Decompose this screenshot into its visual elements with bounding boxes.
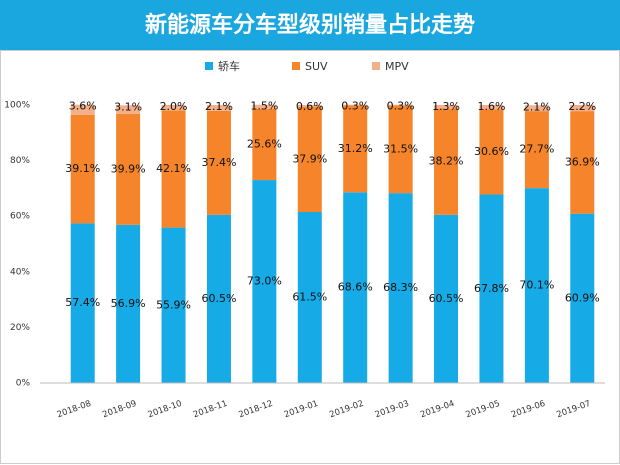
data-label: 73.0% — [247, 275, 282, 288]
bar-segment — [161, 105, 186, 111]
x-tick-label: 2018-12 — [237, 399, 274, 421]
y-tick-label: 40% — [10, 267, 30, 277]
data-label: 67.8% — [474, 282, 509, 295]
x-tick-label: 2018-09 — [101, 399, 138, 421]
data-label: 3.1% — [114, 100, 142, 113]
data-label: 39.1% — [65, 162, 100, 175]
y-tick-label: 0% — [16, 379, 31, 389]
bar-segment — [524, 188, 549, 383]
data-label: 1.5% — [250, 100, 278, 113]
bar-segment — [116, 224, 141, 383]
data-label: 37.9% — [292, 152, 327, 165]
data-label: 2.0% — [160, 100, 188, 113]
data-label: 68.6% — [338, 281, 373, 294]
data-label: 36.9% — [565, 155, 600, 168]
chart-title: 新能源车分车型级别销量占比走势 — [145, 12, 475, 38]
bar-segment — [116, 105, 141, 114]
data-label: 61.5% — [292, 291, 327, 304]
data-label: 60.5% — [201, 292, 236, 305]
data-label: 30.6% — [474, 145, 509, 158]
data-label: 27.7% — [519, 143, 554, 156]
data-label: 70.1% — [519, 279, 554, 292]
bar-segment — [70, 223, 95, 383]
bar-segment — [343, 105, 368, 193]
bar-segment — [388, 193, 413, 383]
data-label: 39.9% — [111, 162, 146, 175]
data-label: 31.5% — [383, 142, 418, 155]
x-tick-label: 2019-03 — [374, 399, 411, 421]
data-label: 57.4% — [65, 296, 100, 309]
title-bar — [0, 0, 620, 50]
x-tick-label: 2019-06 — [510, 399, 547, 421]
bar-segment — [161, 227, 186, 383]
data-label: 55.9% — [156, 298, 191, 311]
y-tick-label: 100% — [4, 101, 30, 111]
data-label: 3.6% — [69, 100, 97, 113]
bar-segment — [343, 192, 368, 383]
bar-segment — [343, 104, 368, 106]
bar-segment — [116, 113, 141, 225]
data-label: 0.6% — [296, 100, 324, 113]
bar-segment — [206, 214, 231, 383]
y-tick-label: 20% — [10, 323, 30, 333]
data-label: 2.1% — [523, 100, 551, 113]
data-label: 2.2% — [568, 100, 596, 113]
legend-swatch — [292, 62, 300, 70]
x-tick-label: 2018-10 — [147, 399, 184, 421]
bar-segment — [297, 106, 322, 213]
legend-swatch — [372, 62, 380, 70]
bar-segment — [70, 104, 95, 115]
data-label: 31.2% — [338, 142, 373, 155]
bar-segment — [434, 105, 459, 109]
data-label: 60.9% — [565, 291, 600, 304]
x-tick-label: 2019-04 — [419, 399, 456, 421]
x-tick-label: 2019-07 — [555, 399, 592, 421]
bar-segment — [388, 105, 413, 194]
bar-segment — [524, 105, 549, 112]
data-label: 2.1% — [205, 100, 233, 113]
bar-segment — [161, 110, 186, 228]
bar-segment — [252, 108, 277, 181]
bar-segment — [434, 108, 459, 215]
x-tick-label: 2019-05 — [465, 399, 502, 421]
data-label: 25.6% — [247, 137, 282, 150]
y-tick-label: 80% — [10, 156, 30, 166]
bar-segment — [297, 212, 322, 383]
bar-segment — [70, 114, 95, 224]
bar-segment — [479, 105, 504, 110]
data-label: 0.3% — [387, 100, 415, 113]
data-label: 0.3% — [341, 100, 369, 113]
legend-label: MPV — [385, 60, 409, 73]
data-label: 1.6% — [477, 100, 505, 113]
data-label: 42.1% — [156, 162, 191, 175]
bar-segment — [570, 105, 595, 112]
data-label: 56.9% — [111, 297, 146, 310]
bar-segment — [479, 194, 504, 383]
data-label: 60.5% — [429, 292, 464, 305]
bar-segment — [524, 111, 549, 189]
bar-segment — [434, 214, 459, 383]
bar-segment — [206, 110, 231, 215]
y-tick-label: 60% — [10, 212, 30, 222]
data-label: 1.3% — [432, 100, 460, 113]
legend-label: SUV — [305, 60, 328, 73]
data-label: 38.2% — [429, 155, 464, 168]
x-tick-label: 2019-01 — [283, 399, 320, 421]
x-tick-label: 2018-11 — [192, 399, 229, 421]
bar-segment — [479, 109, 504, 195]
legend-label: 轿车 — [218, 59, 240, 73]
bar-segment — [252, 180, 277, 383]
bar-segment — [206, 105, 231, 111]
bar-segment — [570, 213, 595, 383]
data-label: 68.3% — [383, 281, 418, 294]
x-tick-label: 2019-02 — [328, 399, 365, 421]
x-tick-label: 2018-08 — [56, 399, 93, 421]
bar-segment — [388, 104, 413, 106]
bar-segment — [297, 105, 322, 107]
bar-segment — [570, 111, 595, 214]
legend-swatch — [205, 62, 213, 70]
data-label: 37.4% — [201, 156, 236, 169]
bar-segment — [252, 104, 277, 109]
